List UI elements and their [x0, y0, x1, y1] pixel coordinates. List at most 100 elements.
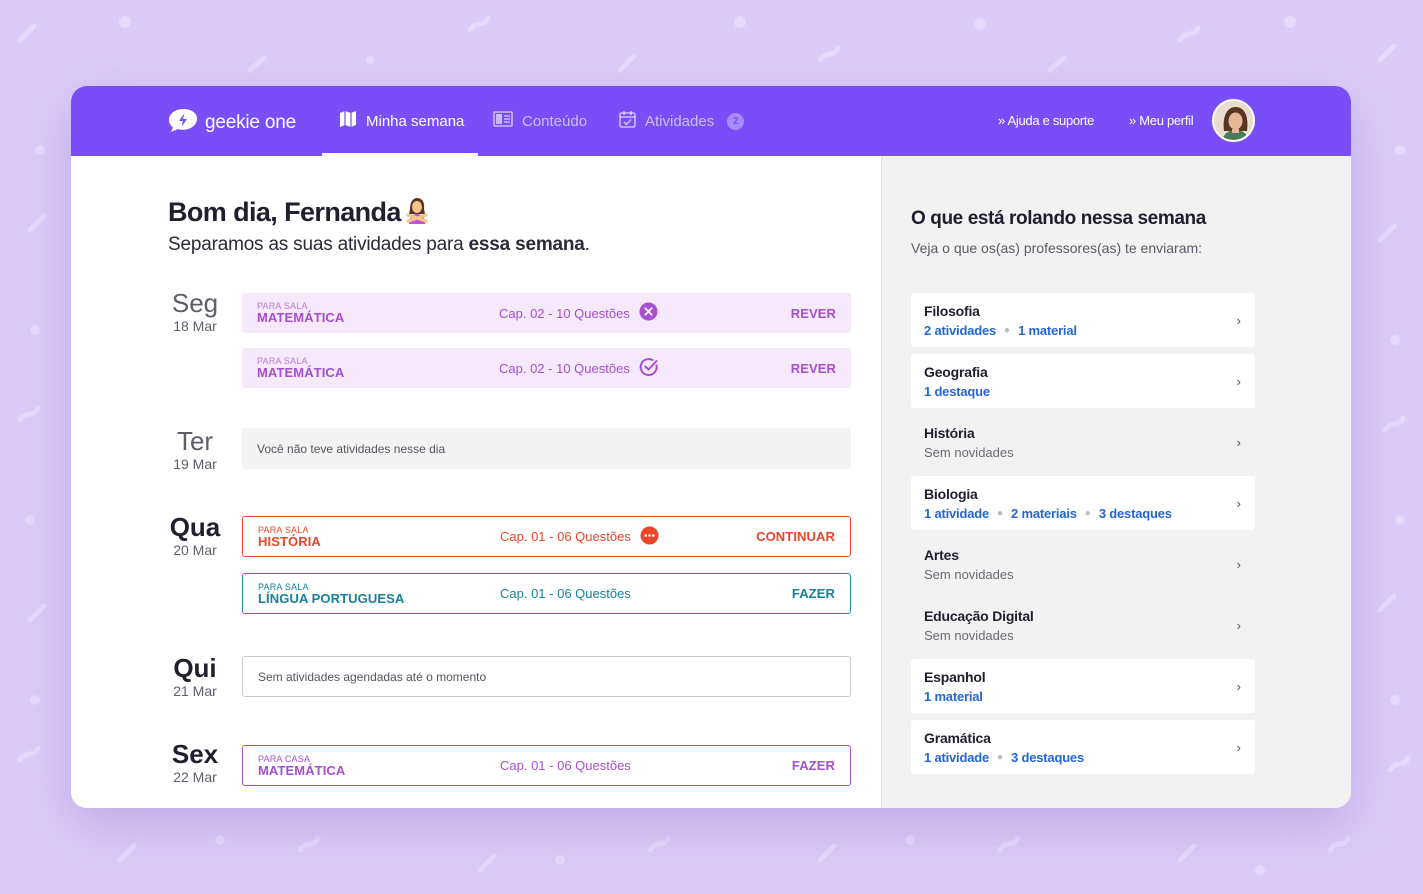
activity-card[interactable]: PARA SALA MATEMÁTICA Cap. 02 - 10 Questõ…	[242, 293, 851, 333]
chevron-right-icon: ›	[1236, 435, 1241, 450]
activity-chapter: Cap. 01 - 06 Questões	[500, 586, 631, 601]
subject-name: Artes	[924, 547, 959, 563]
subject-name: Geografia	[924, 364, 988, 380]
update-link[interactable]: 1 destaque	[924, 384, 990, 399]
do-button[interactable]: FAZER	[791, 758, 835, 773]
empty-text: Sem atividades agendadas até o momento	[258, 669, 487, 684]
user-avatar[interactable]	[1212, 99, 1255, 142]
subject-card-artes[interactable]: Artes Sem novidades ›	[911, 537, 1255, 591]
empty-day-message: Você não teve atividades nesse dia	[242, 428, 851, 469]
update-link[interactable]: 2 atividades	[924, 323, 997, 338]
subject-updates: Sem novidades	[924, 565, 1242, 584]
subject-name: Gramática	[924, 730, 991, 746]
continue-button[interactable]: CONTINUAR	[756, 529, 835, 544]
day-name: Seg	[171, 288, 219, 318]
subject-card-biologia[interactable]: Biologia 1 atividade ● 2 materiais ● 3 d…	[911, 476, 1255, 530]
app-window: geekie one Minha semana Conteúdo Ativida…	[71, 86, 1351, 808]
chapter-text: Cap. 01 - 06 Questões	[500, 586, 631, 601]
chevron-right-icon: ›	[1236, 618, 1241, 633]
no-updates-text: Sem novidades	[924, 628, 1014, 643]
subject-card-filosofia[interactable]: Filosofia 2 atividades ● 1 material ›	[911, 293, 1255, 347]
update-link[interactable]: 2 materiais	[1011, 506, 1077, 521]
chevron-right-icon: ›	[1236, 557, 1241, 572]
panel-subtitle: Veja o que os(as) professores(as) te env…	[911, 240, 1203, 256]
day-date: 19 Mar	[173, 456, 217, 472]
activity-card[interactable]: PARA SALA LÍNGUA PORTUGUESA Cap. 01 - 06…	[242, 573, 851, 614]
greeting-heading: Bom dia, Fernanda	[168, 196, 431, 231]
day-name: Qui	[173, 653, 217, 683]
logo-text: geekie one	[205, 111, 296, 133]
subject-card-historia[interactable]: História Sem novidades ›	[911, 415, 1255, 469]
activity-subject: MATEMÁTICA	[257, 365, 345, 380]
day-monday: Seg 18 Mar	[159, 288, 231, 334]
nav-conteudo[interactable]: Conteúdo	[493, 86, 587, 156]
subject-updates: Sem novidades	[924, 443, 1242, 462]
day-friday: Sex 22 Mar	[159, 739, 231, 785]
chapter-text: Cap. 01 - 06 Questões	[500, 529, 631, 544]
day-name: Qua	[169, 512, 221, 542]
update-link[interactable]: 1 atividade	[924, 506, 989, 521]
activity-subject: MATEMÁTICA	[258, 762, 346, 778]
nav-label: Minha semana	[366, 112, 465, 130]
review-button[interactable]: REVER	[790, 360, 836, 376]
do-button[interactable]: FAZER	[791, 586, 835, 601]
chevron-right-icon: ›	[1236, 496, 1241, 511]
subject-card-geografia[interactable]: Geografia 1 destaque ›	[911, 354, 1255, 408]
no-updates-text: Sem novidades	[924, 445, 1014, 460]
week-panel: Bom dia, Fernanda Separamos as suas ativ…	[71, 156, 881, 808]
help-support-link[interactable]: » Ajuda e suporte	[998, 113, 1095, 128]
no-updates-text: Sem novidades	[924, 567, 1014, 582]
map-icon	[339, 110, 357, 132]
day-thursday: Qui 21 Mar	[159, 653, 231, 699]
greeting-text: Bom dia, Fernanda	[168, 197, 401, 227]
update-link[interactable]: 1 material	[1018, 323, 1077, 338]
activity-meta: PARA SALA LÍNGUA PORTUGUESA	[258, 582, 500, 606]
nav-label: Conteúdo	[522, 112, 588, 130]
logo[interactable]: geekie one	[167, 106, 296, 139]
day-name: Sex	[171, 739, 219, 769]
subject-name: Filosofia	[924, 303, 980, 319]
top-navigation-bar: geekie one Minha semana Conteúdo Ativida…	[71, 86, 1351, 156]
activity-card[interactable]: PARA SALA MATEMÁTICA Cap. 02 - 10 Questõ…	[242, 348, 851, 388]
activity-meta: PARA SALA HISTÓRIA	[258, 525, 500, 549]
activity-card[interactable]: PARA SALA HISTÓRIA Cap. 01 - 06 Questões…	[242, 516, 851, 557]
nav-minha-semana[interactable]: Minha semana	[339, 86, 464, 156]
chevron-right-icon: ›	[1236, 679, 1241, 694]
review-button[interactable]: REVER	[790, 305, 836, 321]
chevron-right-icon: ›	[1236, 374, 1241, 389]
nav-label: Atividades	[645, 112, 715, 130]
person-gesturing-no-emoji	[403, 196, 431, 231]
day-tuesday: Ter 19 Mar	[159, 426, 231, 472]
activity-card[interactable]: PARA CASA MATEMÁTICA Cap. 01 - 06 Questõ…	[242, 745, 851, 786]
update-link[interactable]: 1 material	[924, 689, 983, 704]
subtitle-suffix: .	[584, 234, 590, 255]
day-date: 18 Mar	[173, 318, 217, 334]
activity-chapter: Cap. 02 - 10 Questões	[499, 357, 659, 380]
calendar-check-icon	[619, 110, 636, 132]
subject-updates: Sem novidades	[924, 626, 1242, 645]
activity-meta: PARA CASA MATEMÁTICA	[258, 754, 500, 778]
day-name: Ter	[176, 426, 214, 456]
update-link[interactable]: 1 atividade	[924, 750, 989, 765]
activity-chapter: Cap. 01 - 06 Questões	[500, 758, 631, 773]
subject-name: Biologia	[924, 486, 978, 502]
profile-link[interactable]: » Meu perfil	[1129, 113, 1194, 128]
activity-tag: PARA CASA	[258, 753, 311, 764]
subject-name: Educação Digital	[924, 608, 1034, 624]
update-link[interactable]: 3 destaques	[1098, 506, 1172, 521]
empty-day-message: Sem atividades agendadas até o momento	[242, 656, 851, 697]
subject-card-espanhol[interactable]: Espanhol 1 material ›	[911, 659, 1255, 713]
nav-atividades[interactable]: Atividades 2	[619, 86, 745, 156]
activity-chapter: Cap. 02 - 10 Questões	[499, 302, 658, 324]
activity-subject: LÍNGUA PORTUGUESA	[258, 590, 405, 606]
day-date: 21 Mar	[173, 683, 217, 699]
separator-dot: ●	[997, 752, 1004, 763]
subject-card-gramatica[interactable]: Gramática 1 atividade ● 3 destaques ›	[911, 720, 1255, 774]
subject-card-educacao-digital[interactable]: Educação Digital Sem novidades ›	[911, 598, 1255, 652]
book-icon	[493, 111, 513, 131]
subject-name: Espanhol	[924, 669, 986, 685]
greeting-subtitle: Separamos as suas atividades para essa s…	[168, 234, 590, 256]
update-link[interactable]: 3 destaques	[1011, 750, 1084, 765]
day-wednesday: Qua 20 Mar	[159, 512, 231, 558]
